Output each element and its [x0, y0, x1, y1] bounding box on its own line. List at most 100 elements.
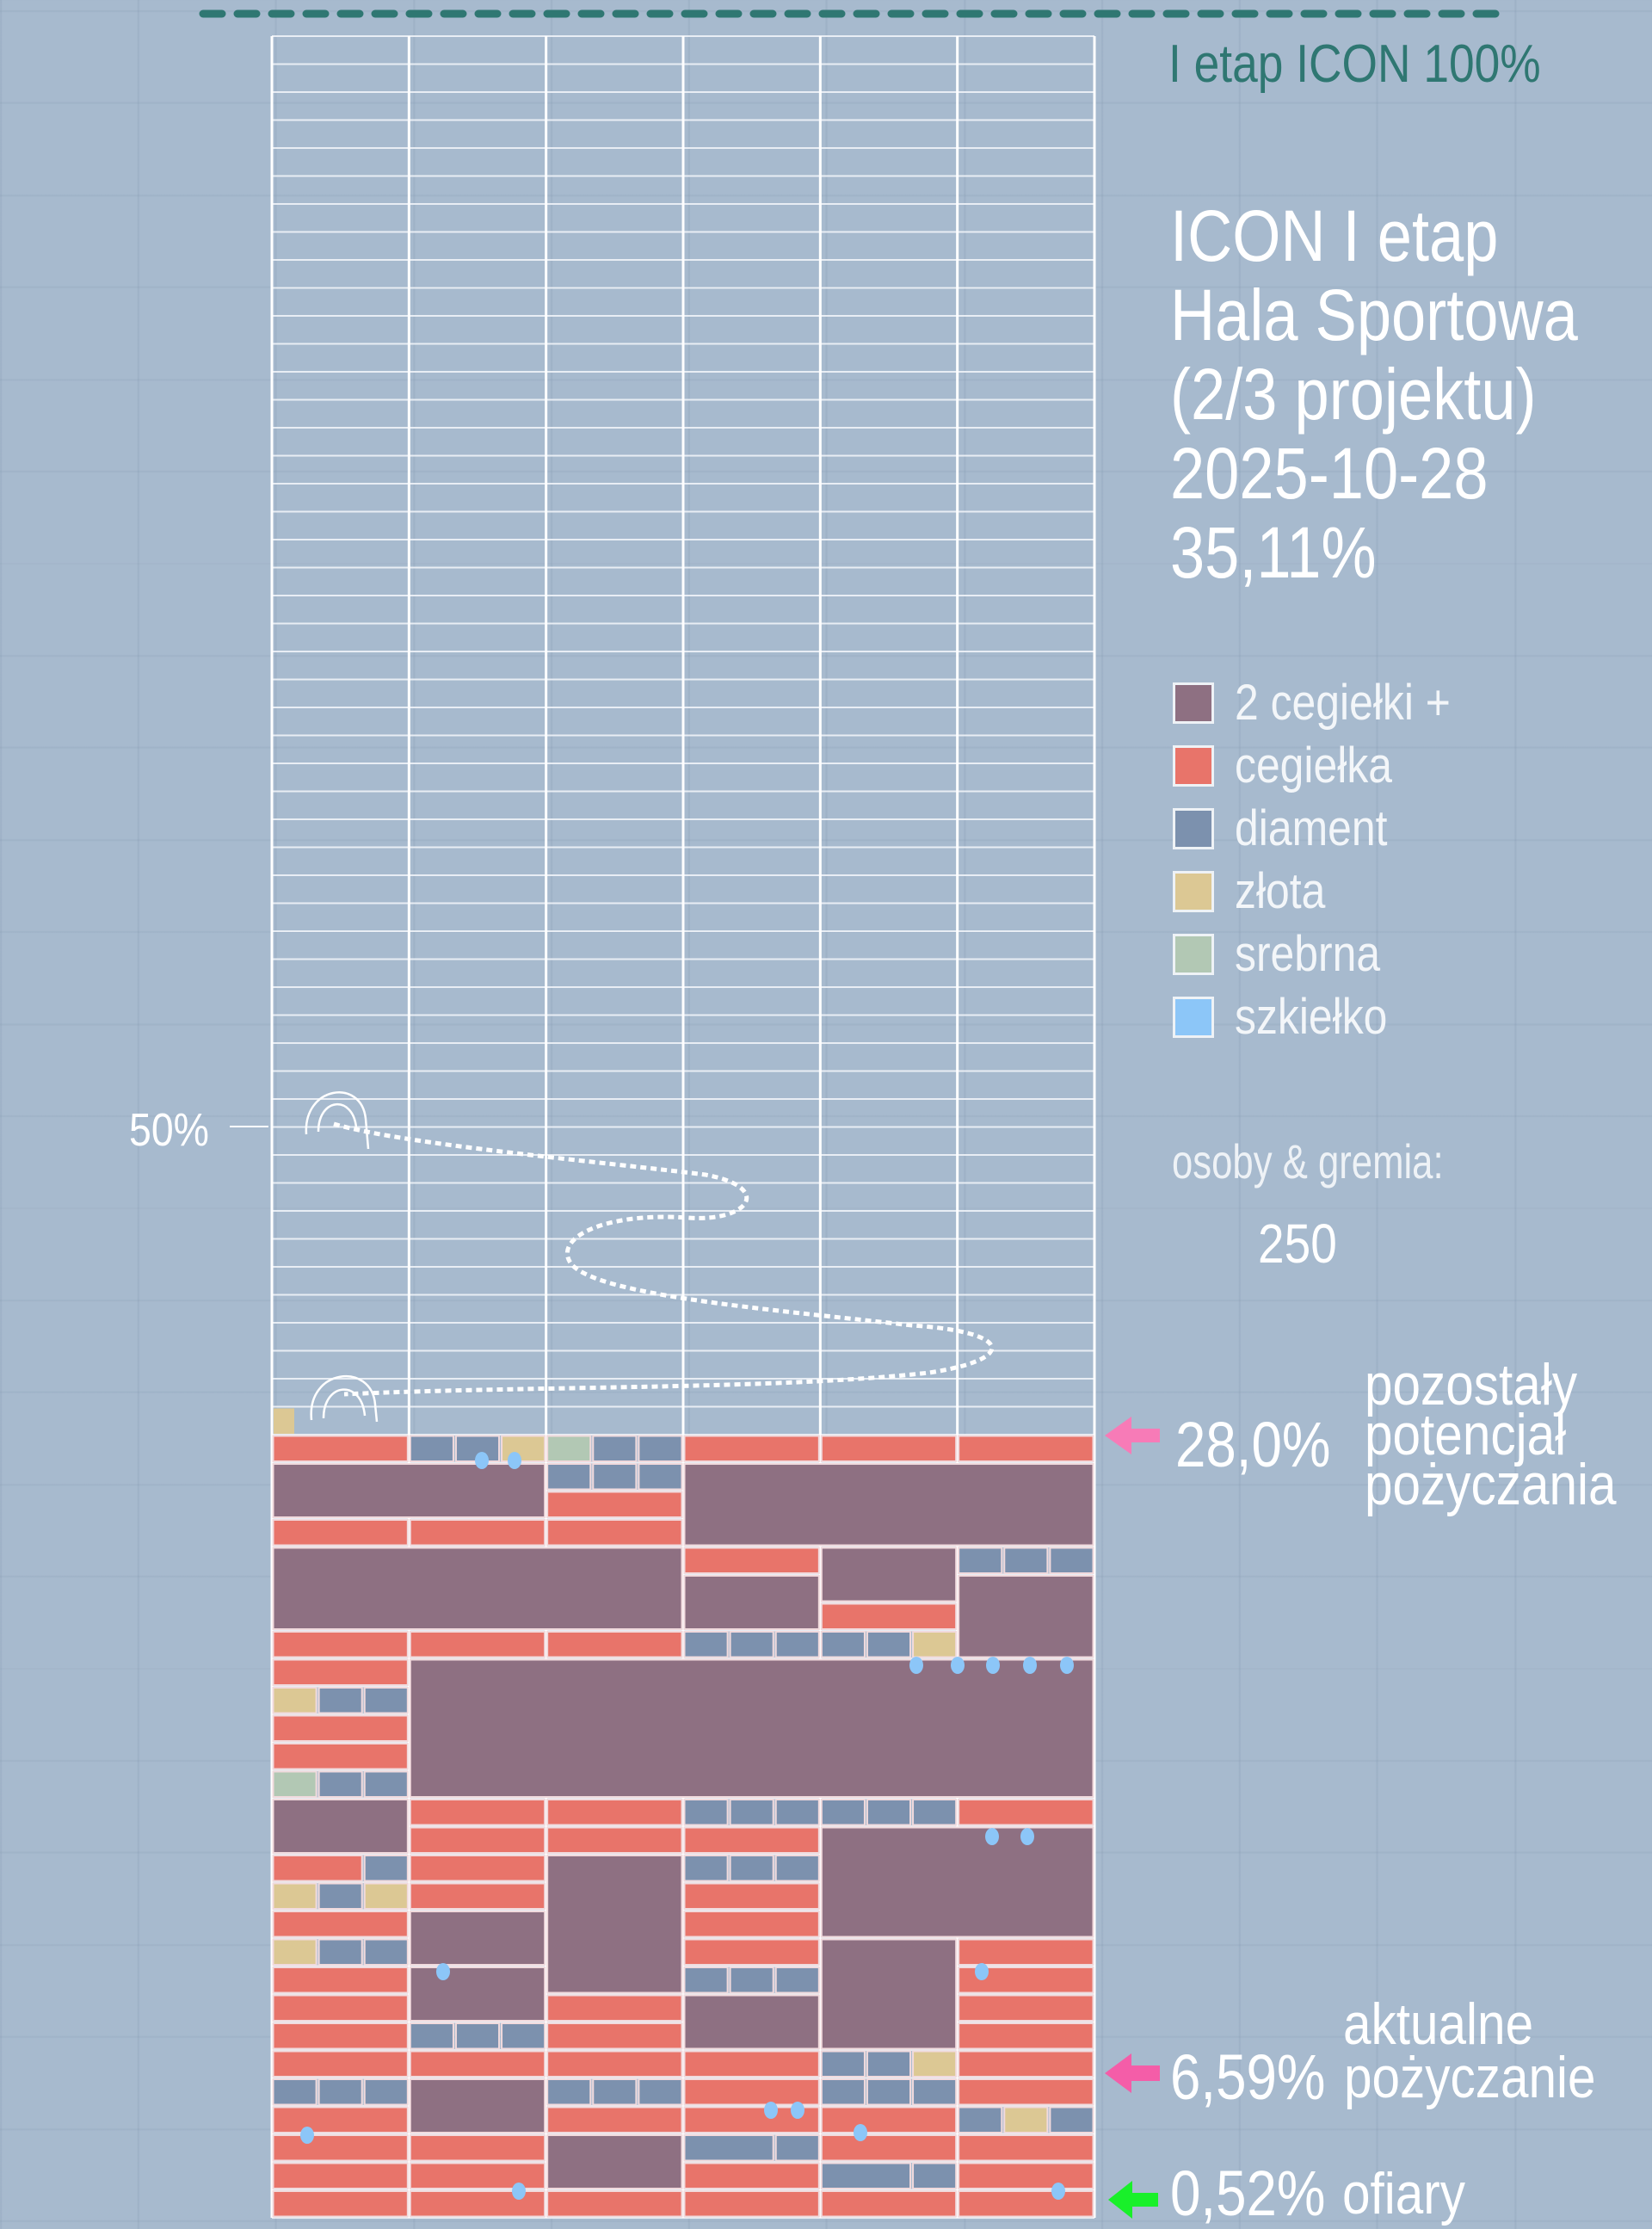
brick-cegielka — [409, 1882, 546, 1910]
brick-cegielka — [272, 1967, 409, 1994]
brick-2-cegielki — [820, 1826, 1094, 1938]
offerings-value: 0,52% — [1170, 2158, 1326, 2229]
path-start-arch-icon — [305, 1091, 370, 1150]
szkielko-dot — [854, 2124, 867, 2141]
legend-label: 2 cegiełki + — [1235, 675, 1451, 731]
target-label: I etap ICON 100% — [1168, 34, 1541, 94]
szkielko-dot — [975, 1963, 989, 1980]
brick-cegielka — [272, 2190, 409, 2218]
brick-cegielka — [958, 1799, 1094, 1826]
brick-diament — [820, 1799, 866, 1826]
path-end-arch-icon — [310, 1374, 379, 1423]
brick-cegielka — [272, 1519, 409, 1547]
brick-cegielka — [546, 1631, 683, 1658]
brick-zlota — [912, 2050, 958, 2078]
brick-cegielka — [820, 1602, 958, 1630]
brick-cegielka — [272, 2022, 409, 2050]
brick-diament — [820, 1631, 866, 1658]
brick-diament — [454, 2022, 501, 2050]
brick-zlota — [363, 1882, 409, 1910]
brick-diament — [774, 2134, 820, 2162]
brick-cegielka — [820, 2190, 958, 2218]
arrow-current-borrowing — [1105, 2053, 1160, 2093]
remaining-potential-label: pozostały potencjał pożyczania — [1365, 1352, 1617, 1514]
brick-diament — [363, 1687, 409, 1714]
legend-item-szkielko: szkiełko — [1173, 985, 1486, 1048]
label-line: potencjał — [1365, 1402, 1567, 1467]
brick-diament — [1003, 1547, 1049, 1574]
brick-diament — [592, 1435, 638, 1462]
brick-diament — [866, 1631, 912, 1658]
brick-2-cegielki — [409, 2078, 546, 2133]
legend-item-srebrna: srebrna — [1173, 923, 1486, 985]
brick-cegielka — [546, 1994, 683, 2022]
brick-2-cegielki — [409, 1911, 546, 1966]
brick-zlota — [501, 1435, 546, 1462]
brick-diament — [774, 1855, 820, 1882]
legend-item-zlota: złota — [1173, 860, 1486, 923]
brick-cegielka — [272, 1743, 409, 1770]
brick-cegielka — [272, 1435, 409, 1462]
szkielko-dot — [909, 1657, 923, 1674]
brick-diament — [546, 1463, 592, 1491]
current-borrowing-label: pożyczanie — [1344, 2045, 1596, 2110]
brick-diament — [866, 2050, 912, 2078]
legend-label: diament — [1235, 800, 1388, 856]
brick-srebrna — [272, 1770, 317, 1798]
arrow-remaining-potential — [1105, 1417, 1160, 1454]
legend-swatch — [1173, 682, 1214, 724]
szkielko-dot — [1051, 2183, 1065, 2200]
brick-cegielka — [683, 1882, 820, 1910]
chart-title: ICON I etap Hala Sportowa (2/3 projektu)… — [1170, 196, 1578, 592]
brick-diament — [638, 2078, 683, 2106]
brick-diament — [866, 2078, 912, 2106]
people-label: osoby & gremia: — [1172, 1134, 1444, 1189]
brick-diament — [317, 2078, 363, 2106]
label-line: pozostały — [1365, 1352, 1578, 1417]
brick-cegielka — [958, 2134, 1094, 2162]
dotted-route — [333, 1121, 994, 1397]
brick-cegielka — [272, 1631, 409, 1658]
brick-diament — [912, 1799, 958, 1826]
szkielko-dot — [985, 1828, 999, 1845]
brick-diament — [912, 2162, 958, 2189]
brick-diament — [317, 1770, 363, 1798]
brick-diament — [820, 2050, 866, 2078]
brick-diament — [317, 1938, 363, 1966]
brick-cegielka — [272, 1994, 409, 2022]
legend-swatch — [1173, 933, 1214, 975]
brick-cegielka — [546, 2050, 683, 2078]
remaining-potential-value: 28,0% — [1175, 1409, 1331, 1480]
brick-cegielka — [546, 1826, 683, 1854]
title-progress: 35,11% — [1170, 512, 1377, 593]
brick-cegielka — [958, 2190, 1094, 2218]
brick-diament — [638, 1435, 683, 1462]
brick-cegielka — [409, 2162, 546, 2189]
brick-cegielka — [683, 1938, 820, 1966]
brick-cegielka — [272, 2134, 409, 2162]
brick-cegielka — [683, 1435, 820, 1462]
legend-label: cegiełka — [1235, 738, 1393, 793]
brick-cegielka — [958, 2050, 1094, 2078]
brick-2-cegielki — [820, 1938, 958, 2050]
szkielko-dot — [764, 2102, 778, 2119]
brick-diament — [363, 2078, 409, 2106]
current-borrowing-label-top: aktualne — [1343, 1991, 1534, 2057]
brick-cegielka — [958, 2162, 1094, 2189]
brick-cegielka — [683, 1826, 820, 1854]
brick-cegielka — [546, 2022, 683, 2050]
brick-cegielka — [958, 2022, 1094, 2050]
brick-cegielka — [958, 2078, 1094, 2106]
brick-cegielka — [683, 2162, 820, 2189]
fifty-percent-label: 50% — [129, 1104, 209, 1156]
szkielko-dot — [1060, 1657, 1074, 1674]
brick-cegielka — [958, 1435, 1094, 1462]
brick-diament — [683, 2134, 774, 2162]
brick-diament — [912, 2078, 958, 2106]
brick-diament — [958, 2106, 1003, 2133]
brick-zlota — [272, 1938, 317, 1966]
brick-diament — [729, 1799, 774, 1826]
brick-diament — [363, 1938, 409, 1966]
brick-diament — [820, 2162, 912, 2189]
legend-item-diament: diament — [1173, 797, 1486, 860]
